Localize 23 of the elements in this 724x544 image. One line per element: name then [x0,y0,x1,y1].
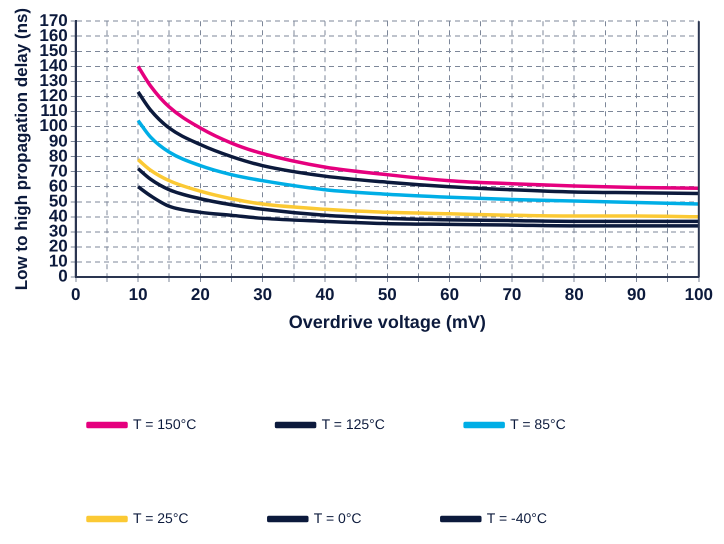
x-tick-label: 100 [684,284,714,304]
line-series [136,64,699,190]
x-tick-label: 70 [502,284,522,304]
x-tick-label: 80 [564,284,584,304]
legend-label: T = 25°C [133,510,189,526]
x-tick-label: 30 [253,284,272,304]
legend-label: T = 150°C [133,416,196,432]
x-tick-label: 40 [316,284,334,304]
legend-label: T = 85°C [510,416,566,432]
x-tick-label: 90 [627,284,646,304]
line-series [136,90,699,196]
x-tick-label: 0 [71,284,80,304]
legend-label: T = 125°C [322,416,385,432]
x-tick-label: 20 [190,284,210,304]
x-tick-label: 10 [128,284,148,304]
x-tick-label: 50 [378,284,397,304]
legend-label: T = -40°C [486,510,547,526]
line-series [136,118,699,206]
y-axis-title: Low to high propagation delay (ns) [12,8,31,290]
legend-label: T = 0°C [314,510,362,526]
line-series [136,158,699,219]
x-axis-title: Overdrive voltage (mV) [288,312,486,332]
x-tick-label: 60 [440,284,460,304]
